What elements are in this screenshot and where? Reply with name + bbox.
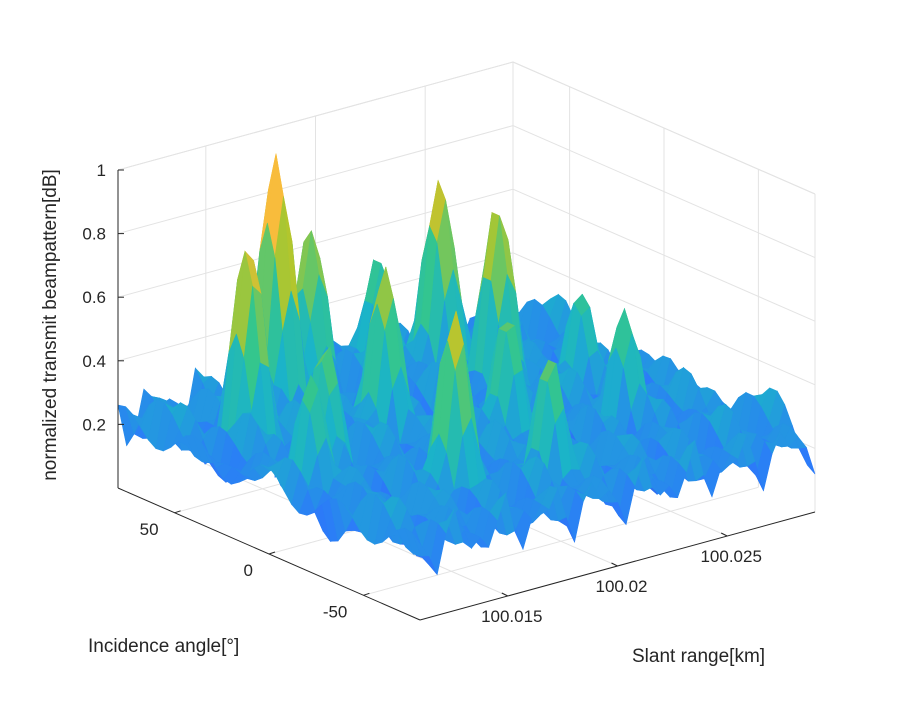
surface-patch (412, 532, 430, 557)
x-tick-label: 100.025 (700, 547, 761, 566)
z-tick-label: 0.8 (82, 225, 106, 244)
z-axis-label: normalized transmit beampattern[dB] (40, 169, 61, 481)
box-edge (512, 61, 816, 195)
y-tick-label: 0 (244, 561, 253, 580)
axes-frame (117, 169, 816, 621)
y-axis-label: Incidence angle[°] (88, 636, 239, 657)
y-tick-label: 50 (140, 520, 159, 539)
x-tick-mark (611, 562, 618, 567)
z-tick-label: 1 (97, 161, 106, 180)
x-tick-label: 100.02 (596, 577, 648, 596)
tick-labels: 100.015 100.02 100.025 -50 0 50 0.2 0.4 0.6 0.8 1 (82, 161, 762, 626)
y-tick-mark (268, 551, 276, 555)
z-tick-label: 0.6 (82, 288, 106, 307)
x-tick-mark (720, 532, 728, 537)
z-tick-label: 0.2 (82, 415, 106, 434)
box-edge (117, 61, 514, 171)
beampattern-surface (117, 153, 816, 576)
x-axis-label: Slant range[km] (632, 646, 765, 667)
x-tick-mark (501, 592, 509, 597)
y-tick-label: -50 (323, 602, 348, 621)
surface-patch (798, 447, 816, 475)
z-tick-label: 0.4 (82, 352, 106, 371)
x-tick-label: 100.015 (481, 607, 542, 626)
grid-line (363, 486, 759, 596)
y-tick-mark (363, 592, 370, 596)
y-tick-mark (174, 510, 181, 514)
